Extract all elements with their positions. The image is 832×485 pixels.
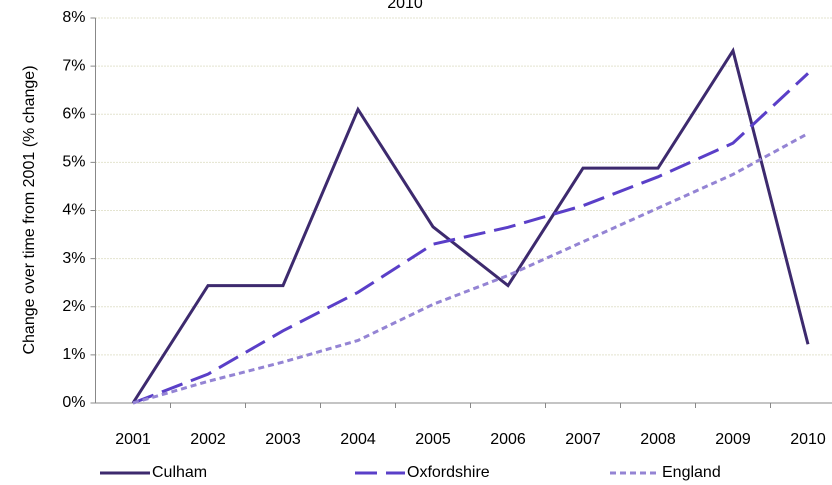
x-tick-label: 2005 (415, 431, 451, 448)
y-tick-label: 5% (62, 154, 85, 171)
y-tick-label: 4% (62, 202, 85, 219)
y-tick-label: 3% (62, 250, 85, 267)
x-tick-label: 2006 (490, 431, 526, 448)
series-line (132, 132, 809, 405)
y-axis-label: Change over time from 2001 (% change) (21, 65, 38, 354)
x-tick-label: 2004 (340, 431, 376, 448)
legend-label: Culham (152, 464, 207, 481)
x-tick-label: 2001 (115, 431, 151, 448)
series-line (131, 47, 810, 404)
x-tick-label: 2009 (715, 431, 751, 448)
x-tick-label: 2008 (640, 431, 676, 448)
legend-label: England (662, 464, 721, 481)
y-tick-label: 0% (62, 394, 85, 411)
x-tick-label: 2007 (565, 431, 601, 448)
y-tick-label: 7% (62, 57, 85, 74)
x-tick-label: 2002 (190, 431, 226, 448)
y-tick-label: 1% (62, 346, 85, 363)
chart-title: 2010 (387, 0, 423, 12)
y-tick-label: 8% (62, 9, 85, 26)
series-line (132, 72, 810, 405)
legend-label: Oxfordshire (407, 464, 490, 481)
y-tick-label: 6% (62, 105, 85, 122)
x-tick-label: 2003 (265, 431, 301, 448)
y-tick-label: 2% (62, 298, 85, 315)
x-tick-label: 2010 (790, 431, 826, 448)
